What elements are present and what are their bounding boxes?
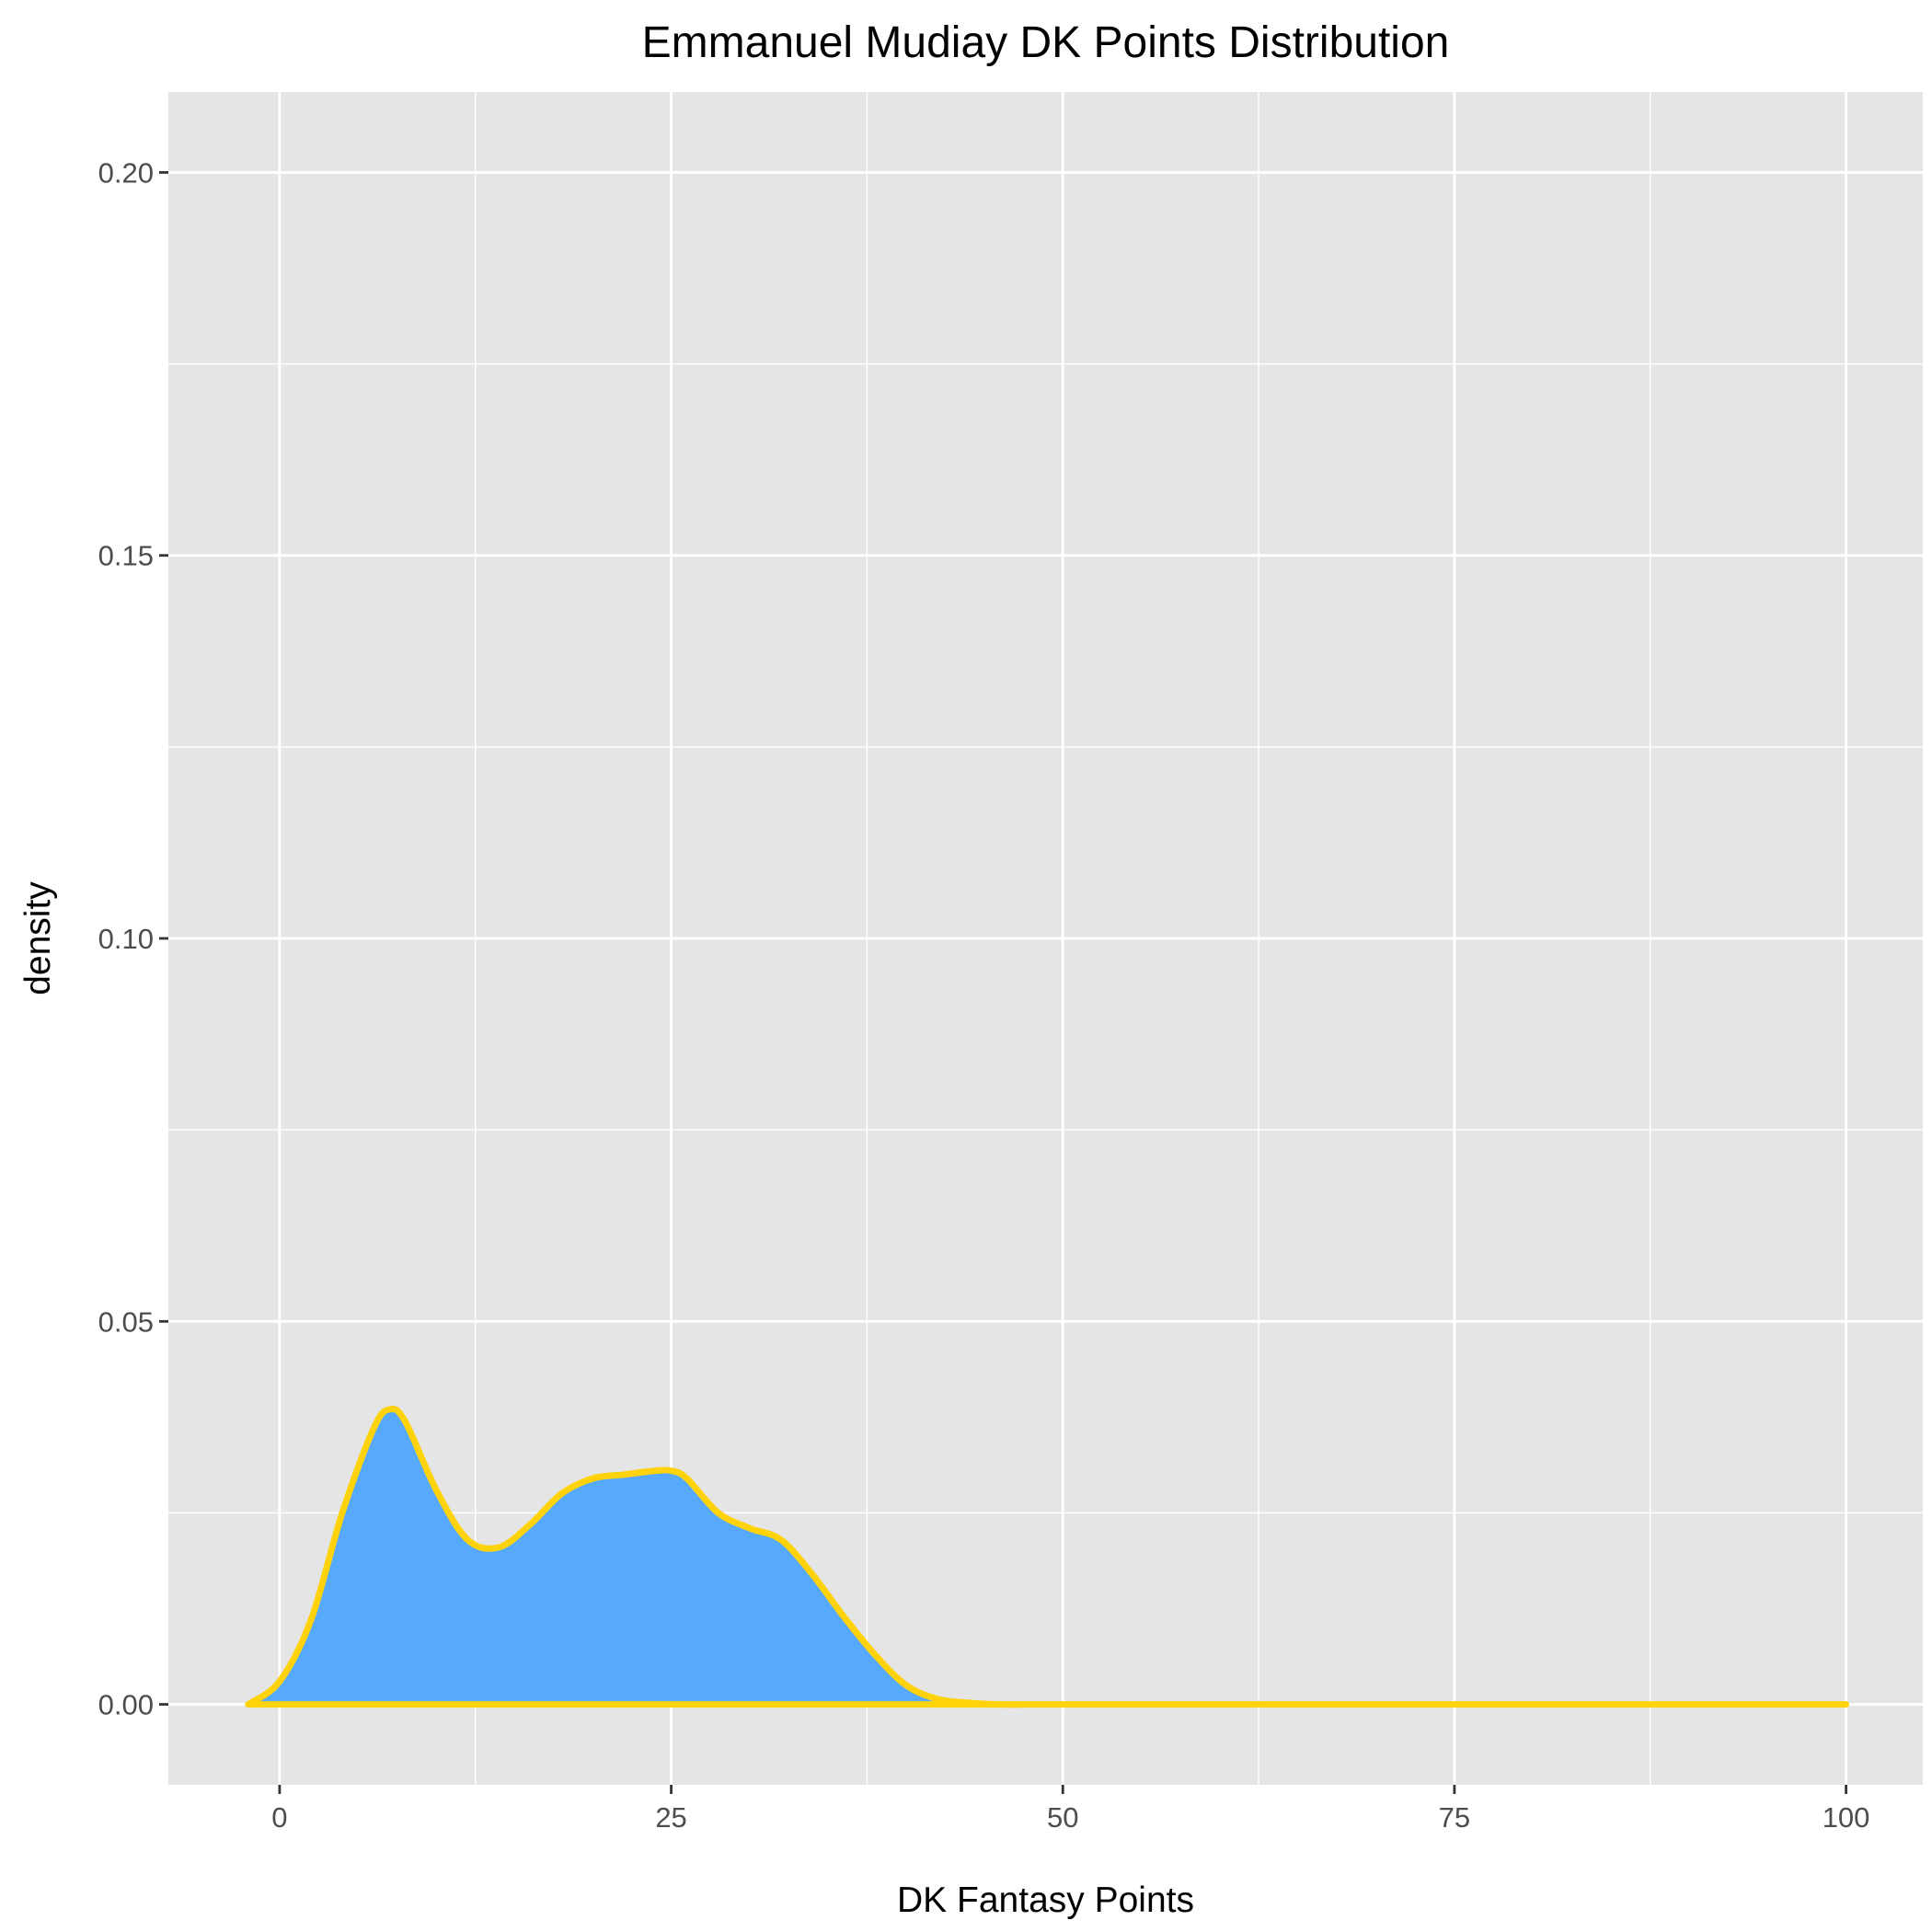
- density-area: [247, 1409, 1846, 1705]
- x-tick-label: 0: [271, 1801, 287, 1834]
- y-tick-label: 0.15: [98, 540, 154, 572]
- x-axis-title: DK Fantasy Points: [897, 1880, 1194, 1920]
- y-axis-title: density: [18, 881, 58, 995]
- y-tick-label: 0.05: [98, 1305, 154, 1338]
- x-tick-label: 100: [1823, 1801, 1870, 1834]
- y-tick-label: 0.10: [98, 923, 154, 955]
- x-tick-label: 25: [655, 1801, 686, 1834]
- y-tick-label: 0.20: [98, 156, 154, 189]
- y-tick-label: 0.00: [98, 1689, 154, 1721]
- chart-title: Emmanuel Mudiay DK Points Distribution: [642, 18, 1450, 67]
- x-tick-label: 50: [1047, 1801, 1078, 1834]
- x-tick-label: 75: [1439, 1801, 1470, 1834]
- series-layer: [245, 1405, 1850, 1708]
- axes-layer: 0 25 50 75 100 0.00 0.05 0.10 0.15 0.20: [98, 156, 1870, 1834]
- density-outline: [245, 1405, 1850, 1708]
